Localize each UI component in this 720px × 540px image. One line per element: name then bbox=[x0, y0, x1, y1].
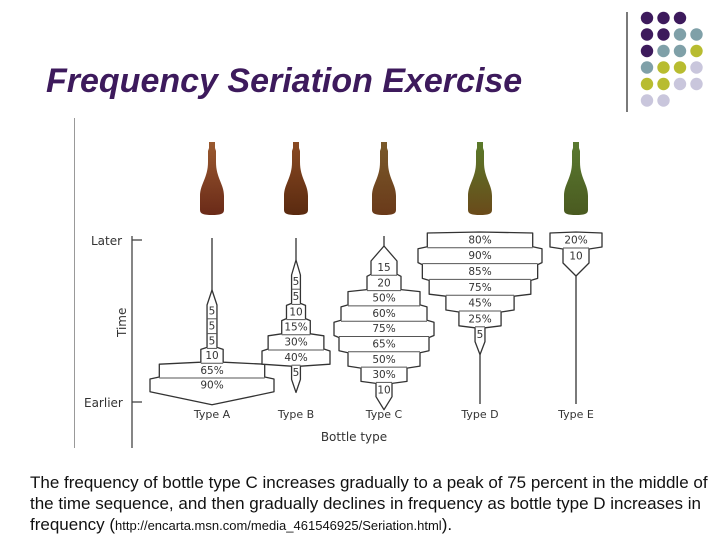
frequency-value-label: 15 bbox=[377, 262, 390, 274]
caption-end-text: ). bbox=[441, 515, 453, 534]
frequency-value-label: 85% bbox=[468, 266, 491, 278]
axis-earlier-label: Earlier bbox=[84, 396, 123, 410]
decorative-dot bbox=[640, 77, 654, 91]
frequency-value-label: 50% bbox=[372, 354, 395, 366]
frequency-value-label: 10 bbox=[205, 350, 218, 362]
decorative-dot bbox=[657, 28, 670, 41]
frequency-value-label: 5 bbox=[209, 335, 216, 347]
frequency-value-label: 75% bbox=[372, 323, 395, 335]
frequency-value-label: 80% bbox=[468, 234, 491, 246]
frequency-value-label: 5 bbox=[293, 276, 300, 288]
decorative-dot bbox=[690, 77, 703, 91]
decorative-dot-grid bbox=[640, 11, 703, 107]
decorative-dot bbox=[657, 77, 670, 91]
frequency-value-label: 5 bbox=[293, 291, 300, 303]
decorative-dot bbox=[673, 11, 687, 25]
frequency-value-label: 90% bbox=[468, 250, 491, 262]
figure-background bbox=[74, 118, 634, 448]
frequency-value-label: 30% bbox=[372, 369, 395, 381]
decorative-dot bbox=[640, 44, 654, 58]
slide-caption: The frequency of bottle type C increases… bbox=[30, 472, 710, 536]
frequency-diagram-type-b bbox=[261, 259, 331, 394]
frequency-value-label: 10 bbox=[289, 306, 302, 318]
decorative-dot bbox=[657, 94, 670, 107]
decorative-dot bbox=[657, 44, 670, 58]
frequency-value-label: 20 bbox=[377, 277, 390, 289]
frequency-diagrams-layer: 5 5 5 10 65% 90% Type A 5 5 10 15% 30% 40% 5 Type B 15 2… bbox=[149, 231, 603, 421]
frequency-value-label: 45% bbox=[468, 298, 491, 310]
frequency-value-label: 65% bbox=[200, 365, 223, 377]
frequency-value-label: 15% bbox=[284, 322, 307, 334]
frequency-value-label: 5 bbox=[293, 367, 300, 379]
decorative-dot bbox=[690, 61, 703, 74]
bottle-type-e-icon bbox=[564, 142, 588, 215]
frequency-value-label: 5 bbox=[209, 306, 216, 318]
decorative-dot bbox=[657, 61, 670, 74]
decorative-dot bbox=[640, 94, 654, 107]
frequency-diagram-type-c bbox=[333, 245, 435, 411]
frequency-value-label: 5 bbox=[209, 320, 216, 332]
frequency-value-label: 60% bbox=[372, 308, 395, 320]
x-axis-title: Bottle type bbox=[321, 430, 387, 444]
bottle-type-d-icon bbox=[468, 142, 492, 215]
caption-main-text: The frequency of bottle type C increases… bbox=[30, 473, 708, 534]
type-label-type-a: Type A bbox=[193, 408, 231, 421]
decorative-dot bbox=[657, 11, 670, 25]
decorative-dot bbox=[673, 44, 687, 58]
caption-url: http://encarta.msn.com/media_461546925/S… bbox=[115, 518, 442, 533]
decorative-dot bbox=[673, 28, 687, 41]
bottles-layer bbox=[200, 142, 588, 215]
type-label-type-d: Type D bbox=[460, 408, 498, 421]
decorative-dot bbox=[690, 44, 703, 58]
bottle-type-b-icon bbox=[284, 142, 308, 215]
frequency-value-label: 90% bbox=[200, 380, 223, 392]
decorative-dot bbox=[640, 28, 654, 41]
type-label-type-c: Type C bbox=[365, 408, 403, 421]
title-divider bbox=[626, 12, 628, 112]
bottle-type-c-icon bbox=[372, 142, 396, 215]
frequency-value-label: 65% bbox=[372, 339, 395, 351]
axis-time-label: Time bbox=[115, 308, 129, 338]
decorative-dot bbox=[673, 61, 687, 74]
decorative-dot bbox=[640, 11, 654, 25]
type-label-type-e: Type E bbox=[557, 408, 594, 421]
frequency-value-label: 25% bbox=[468, 313, 491, 325]
frequency-value-label: 20% bbox=[564, 235, 587, 247]
seriation-diagram: Later Earlier Time Bottle type 5 5 5 10 65% 9… bbox=[74, 118, 634, 448]
frequency-value-label: 10 bbox=[569, 251, 582, 263]
slide-title: Frequency Seriation Exercise bbox=[46, 62, 523, 100]
frequency-value-label: 30% bbox=[284, 337, 307, 349]
decorative-dot bbox=[640, 61, 654, 74]
decorative-dot bbox=[690, 28, 703, 41]
frequency-value-label: 5 bbox=[477, 329, 484, 341]
bottle-type-a-icon bbox=[200, 142, 224, 215]
type-label-type-b: Type B bbox=[277, 408, 314, 421]
frequency-value-label: 40% bbox=[284, 352, 307, 364]
frequency-value-label: 50% bbox=[372, 293, 395, 305]
axis-later-label: Later bbox=[91, 234, 122, 248]
frequency-value-label: 75% bbox=[468, 282, 491, 294]
decorative-dot bbox=[673, 77, 687, 91]
frequency-value-label: 10 bbox=[377, 384, 390, 396]
